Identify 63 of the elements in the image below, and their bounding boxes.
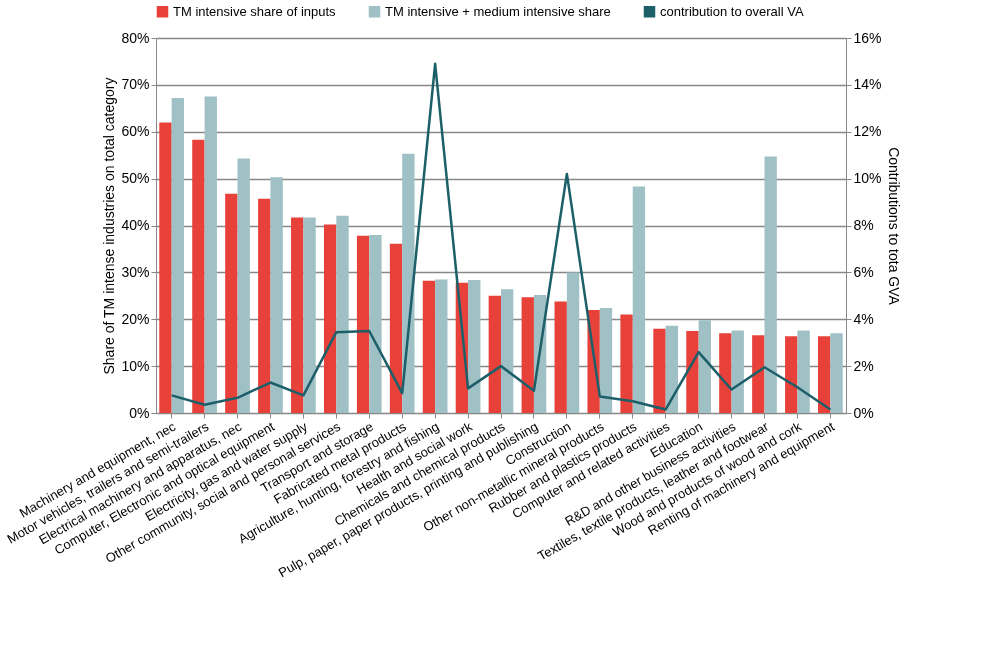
y-tick-label: 50%	[121, 170, 150, 187]
bar	[521, 297, 534, 413]
y-tick-label: 40%	[121, 217, 150, 233]
bar	[632, 186, 646, 413]
bar	[554, 301, 567, 413]
y-tick-label: 70%	[121, 76, 150, 93]
y-tick-label: 20%	[121, 310, 150, 327]
y2-tick-label: 10%	[853, 170, 882, 187]
bar	[764, 156, 777, 413]
y2-tick-label: 6%	[853, 263, 874, 280]
y2-axis-title: Contributions to tota GVA	[885, 147, 902, 306]
bar	[501, 289, 514, 413]
bar	[686, 330, 699, 413]
bar	[599, 308, 613, 413]
bar	[488, 295, 501, 413]
bar	[468, 279, 481, 413]
y2-tick-label: 0%	[853, 404, 874, 421]
bar	[797, 330, 810, 413]
bar	[731, 330, 744, 413]
bar	[258, 198, 271, 413]
bar	[323, 224, 337, 413]
bar	[435, 279, 448, 413]
bar	[402, 153, 415, 413]
legend-label: contribution to overall VA	[660, 3, 804, 19]
bar	[785, 336, 798, 413]
bar	[303, 217, 316, 413]
bar	[818, 336, 831, 413]
bar	[422, 280, 436, 413]
bar	[665, 325, 679, 413]
bar	[356, 235, 370, 413]
bar	[237, 158, 250, 413]
bar	[830, 333, 843, 413]
bar	[389, 243, 403, 413]
y-tick-label: 60%	[121, 123, 150, 140]
y2-tick-label: 4%	[853, 310, 874, 327]
bar	[566, 272, 580, 413]
y2-tick-label: 14%	[853, 76, 882, 93]
y-axis-title: Share of TM intense industries on total category	[101, 77, 118, 375]
bar	[369, 234, 382, 413]
bar	[336, 215, 349, 413]
bar	[698, 320, 711, 413]
bar	[620, 314, 633, 413]
bar	[291, 217, 304, 413]
bar	[204, 96, 217, 413]
bar	[171, 98, 184, 413]
y-tick-label: 30%	[121, 263, 150, 280]
y2-tick-label: 2%	[853, 357, 874, 374]
y2-tick-label: 16%	[853, 29, 882, 46]
legend-label: TM intensive share of inputs	[173, 3, 337, 19]
y2-tick-label: 8%	[853, 217, 874, 233]
bar	[653, 328, 666, 413]
line-series	[170, 62, 832, 411]
y2-tick-label: 12%	[853, 123, 882, 140]
legend-label: TM intensive + medium intensive share	[385, 3, 611, 19]
bar	[719, 333, 732, 413]
y-tick-label: 0%	[129, 404, 150, 421]
y-tick-label: 80%	[121, 29, 150, 46]
bar	[225, 193, 238, 413]
bar	[159, 122, 172, 413]
bar	[192, 139, 205, 413]
bar	[752, 335, 765, 413]
y-tick-label: 10%	[121, 357, 150, 374]
bar	[270, 177, 283, 413]
